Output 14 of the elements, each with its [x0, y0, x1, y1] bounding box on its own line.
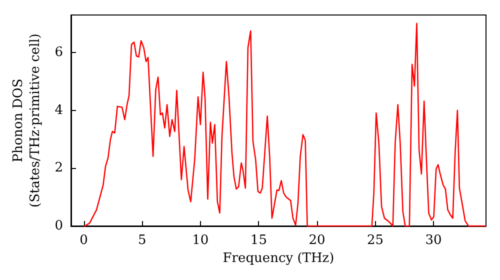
x-tick-label: 10 — [192, 233, 209, 248]
x-tick-label: 25 — [366, 233, 384, 248]
y-tick-label: 4 — [54, 102, 63, 118]
y-tick-label: 0 — [54, 218, 63, 234]
y-tick-label: 2 — [54, 160, 63, 176]
x-tick-label: 15 — [250, 233, 267, 248]
x-tick-label: 30 — [425, 233, 442, 248]
x-tick-label: 20 — [308, 233, 326, 248]
y-tick-label: 6 — [54, 45, 63, 60]
x-tick-label: 5 — [138, 233, 146, 248]
x-axis-title: Frequency (THz) — [222, 250, 334, 266]
y-axis-title: Phonon DOS (States/THz·primitive cell) — [10, 33, 43, 208]
line-series — [83, 22, 487, 227]
x-tick-label: 0 — [80, 233, 88, 248]
